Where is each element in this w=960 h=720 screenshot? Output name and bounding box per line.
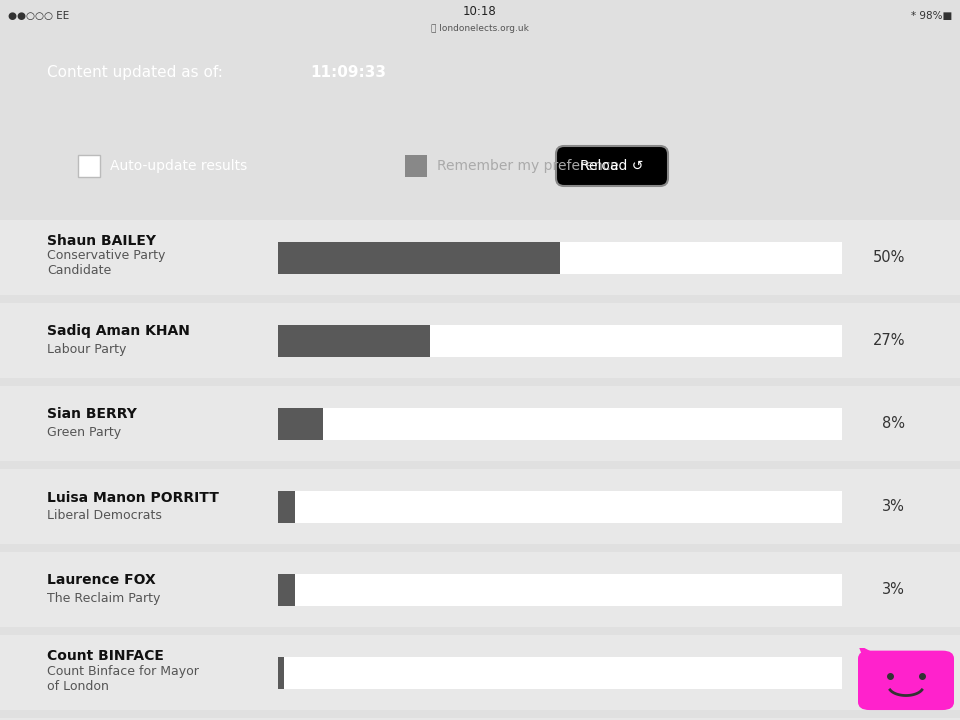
Bar (278, 408, 842, 439)
Text: Conservative Party: Conservative Party (47, 250, 165, 263)
Text: Remember my preference: Remember my preference (437, 159, 619, 173)
Text: Sadiq Aman KHAN: Sadiq Aman KHAN (47, 325, 190, 338)
Text: The Reclaim Party: The Reclaim Party (47, 592, 160, 605)
Text: Auto-update results: Auto-update results (110, 159, 248, 173)
Text: 3%: 3% (882, 499, 905, 514)
Bar (0, 552, 960, 627)
Text: of London: of London (47, 680, 108, 693)
Bar (405, 155, 427, 177)
Text: Green Party: Green Party (47, 426, 121, 439)
FancyBboxPatch shape (556, 146, 668, 186)
Text: Shaun BAILEY: Shaun BAILEY (47, 234, 156, 248)
Bar (278, 325, 842, 356)
Bar (0, 220, 960, 295)
Text: Candidate: Candidate (47, 264, 111, 277)
Text: Count BINFACE: Count BINFACE (47, 649, 164, 663)
Bar (278, 241, 842, 274)
Text: ●●○○○ EE: ●●○○○ EE (8, 11, 69, 21)
Text: 50%: 50% (873, 250, 905, 265)
Bar (278, 657, 283, 688)
Bar (278, 657, 842, 688)
Bar (0, 718, 960, 720)
Text: 🔒 londonelects.org.uk: 🔒 londonelects.org.uk (431, 24, 529, 33)
Polygon shape (858, 644, 877, 654)
Bar (78, 155, 100, 177)
Bar (278, 408, 324, 439)
Text: Luisa Manon PORRITT: Luisa Manon PORRITT (47, 490, 219, 505)
Text: Laurence FOX: Laurence FOX (47, 574, 156, 588)
Text: Content updated as of:: Content updated as of: (47, 65, 228, 80)
Text: 11:09:33: 11:09:33 (310, 65, 386, 80)
Bar (278, 241, 560, 274)
Text: 1%: 1% (882, 665, 905, 680)
Text: 10:18: 10:18 (463, 5, 497, 18)
Bar (0, 386, 960, 461)
Bar (278, 325, 430, 356)
Bar (278, 574, 842, 606)
Text: Sian BERRY: Sian BERRY (47, 408, 137, 421)
Text: Liberal Democrats: Liberal Democrats (47, 509, 162, 522)
Text: Count Binface for Mayor: Count Binface for Mayor (47, 665, 199, 678)
Bar (278, 490, 842, 523)
Text: 27%: 27% (873, 333, 905, 348)
Text: * 98%■: * 98%■ (911, 11, 952, 21)
Bar (278, 490, 295, 523)
Text: 3%: 3% (882, 582, 905, 597)
Bar (0, 635, 960, 710)
Bar (0, 303, 960, 378)
Text: Reload ↺: Reload ↺ (580, 159, 644, 173)
Text: 8%: 8% (882, 416, 905, 431)
Bar (0, 469, 960, 544)
FancyBboxPatch shape (858, 651, 954, 710)
Text: Labour Party: Labour Party (47, 343, 127, 356)
Bar (278, 574, 295, 606)
